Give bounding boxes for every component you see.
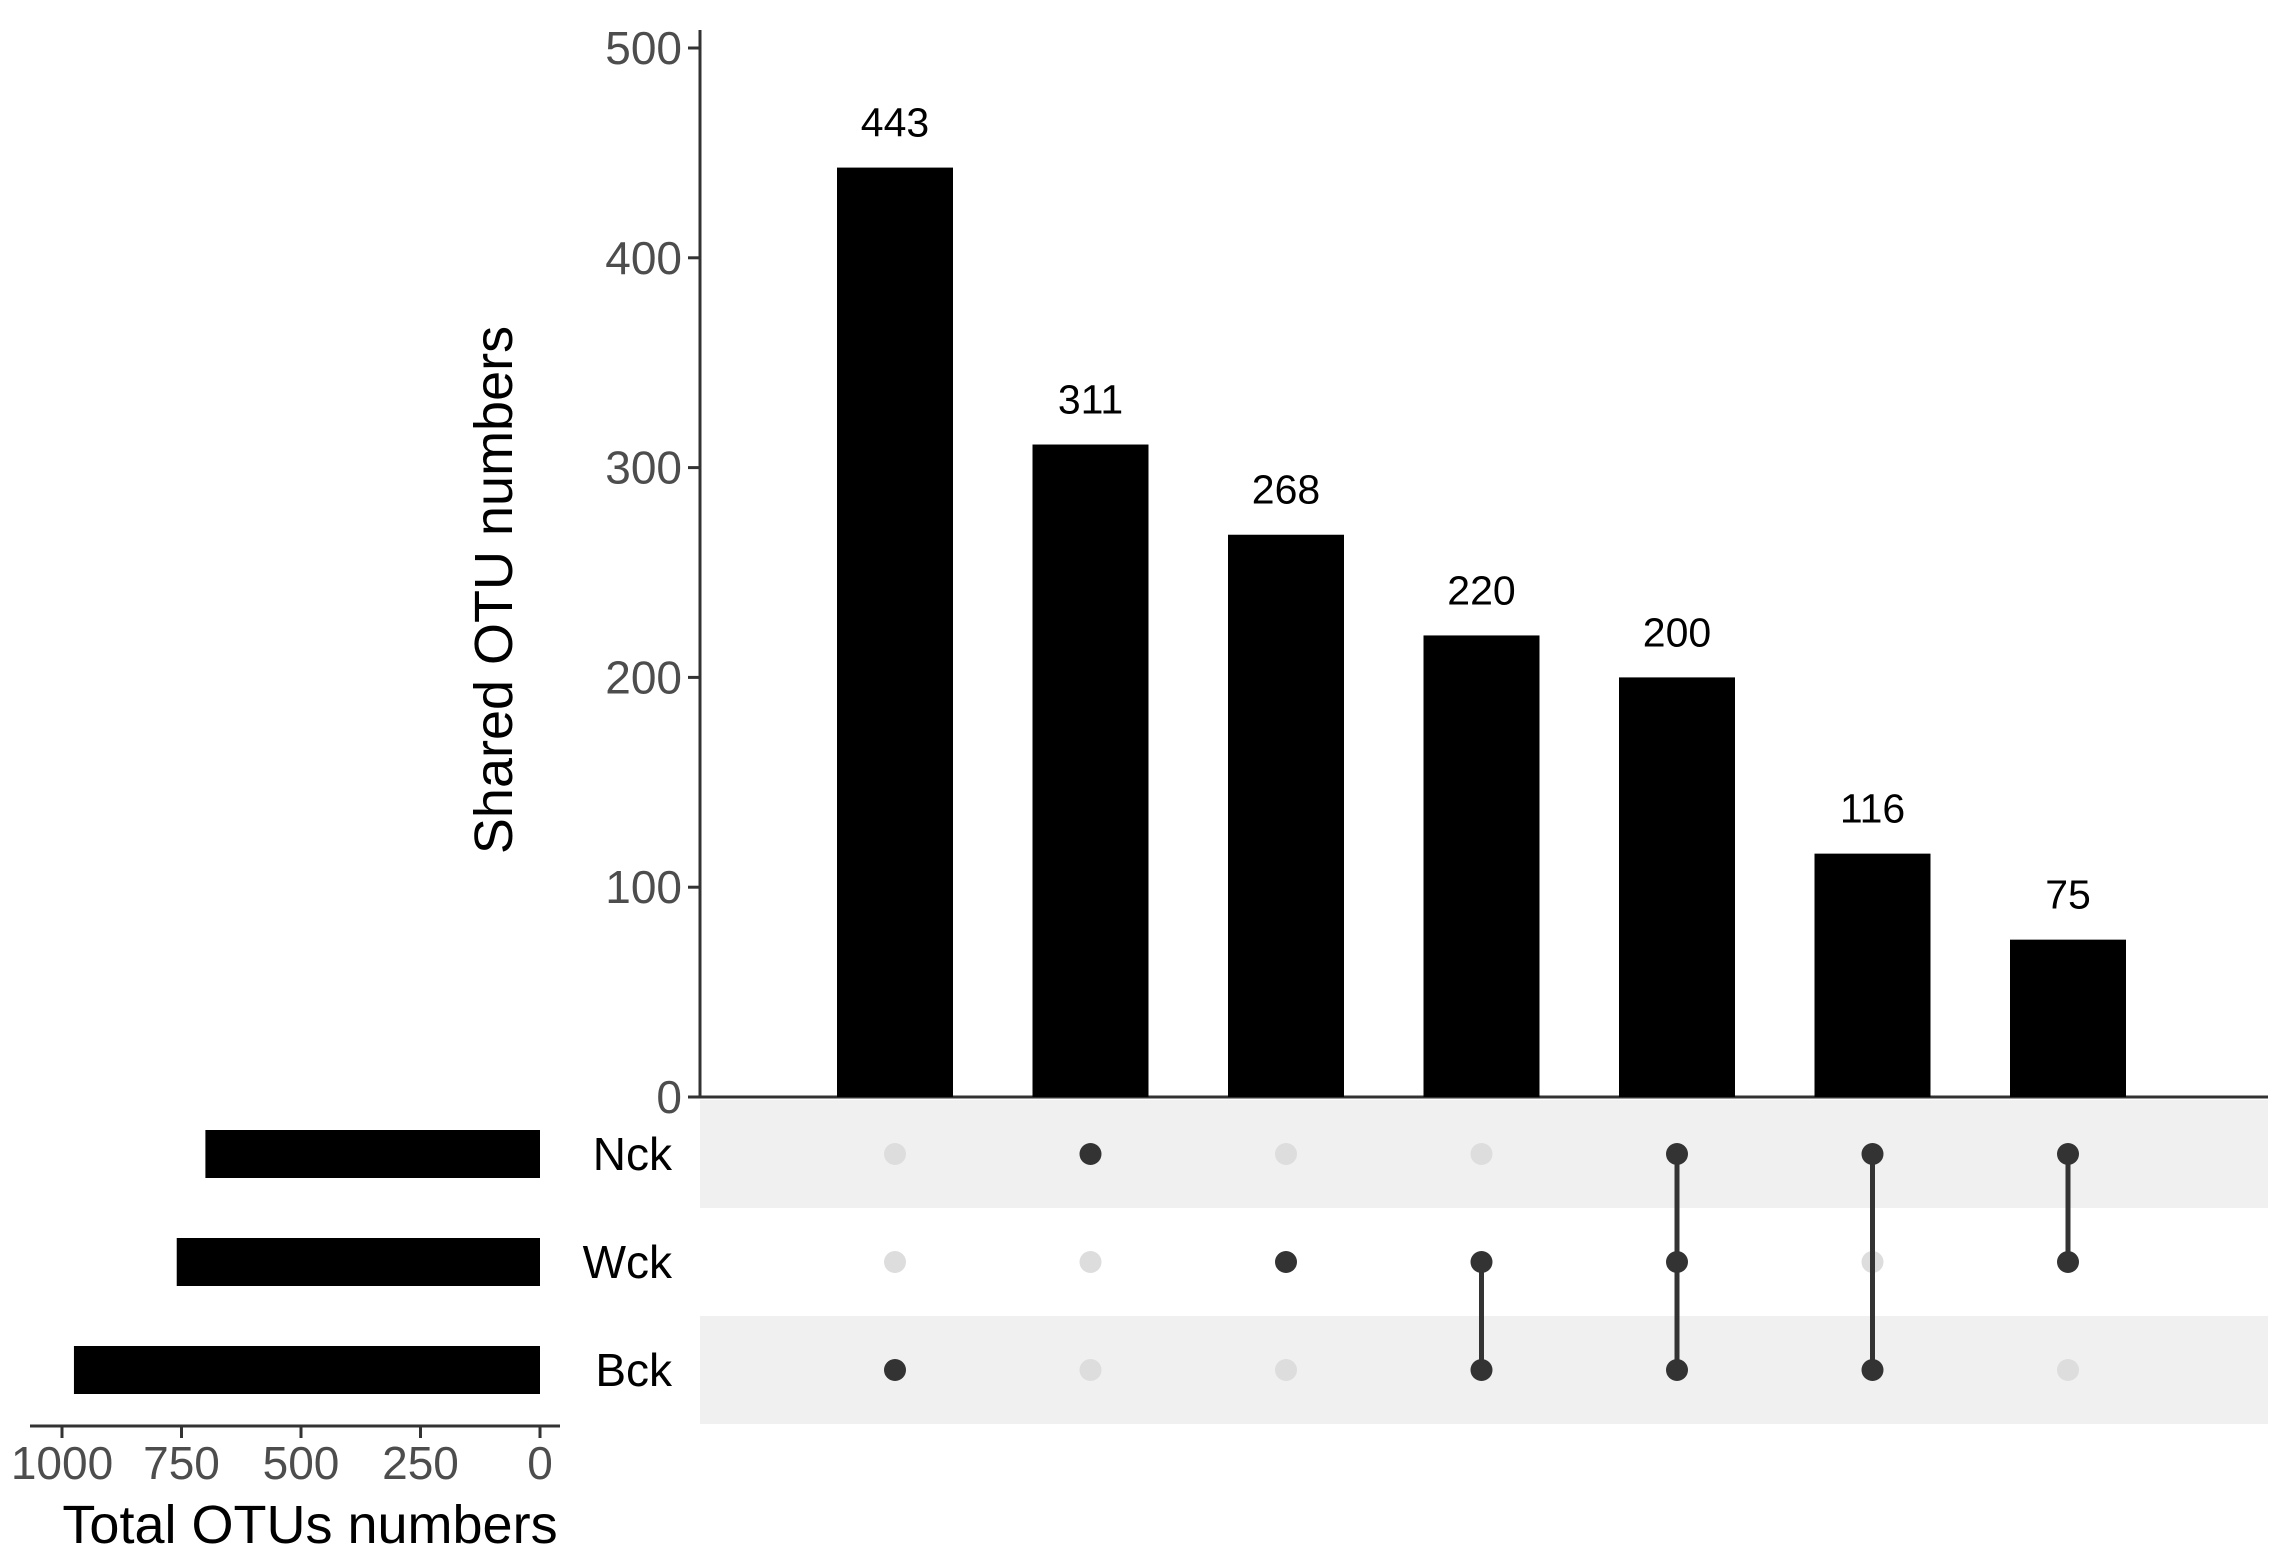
matrix-dot-active (2057, 1251, 2079, 1273)
y-tick-label: 0 (656, 1071, 682, 1123)
y-tick-label: 500 (605, 22, 682, 74)
intersection-bar (837, 167, 953, 1097)
matrix-dot-inactive (1470, 1143, 1493, 1165)
set-size-bar (176, 1238, 540, 1286)
bar-value-label: 311 (1058, 377, 1123, 423)
y-tick-label: 200 (605, 651, 682, 703)
set-label: Wck (583, 1236, 673, 1288)
matrix-dot-inactive (1079, 1251, 1102, 1273)
bar-value-label: 220 (1447, 567, 1515, 613)
bar-value-label: 268 (1252, 467, 1320, 513)
matrix-dot-inactive (1079, 1359, 1102, 1381)
bar-value-label: 116 (1840, 786, 1905, 832)
bar-value-label: 200 (1643, 609, 1711, 655)
set-size-axis-title: Total OTUs numbers (62, 1495, 557, 1555)
y-axis-title: Shared OTU numbers (464, 326, 524, 854)
matrix-dot-inactive (884, 1143, 906, 1165)
matrix-dot-inactive (1275, 1359, 1297, 1381)
set-label: Nck (593, 1128, 673, 1180)
matrix-dot-active (1666, 1251, 1688, 1273)
matrix-dot-active (1079, 1143, 1102, 1165)
bar-value-label: 443 (861, 100, 929, 146)
matrix-dot-active (1666, 1143, 1688, 1165)
intersection-bar (1814, 853, 1931, 1097)
intersection-bar (1619, 677, 1735, 1097)
matrix-dot-active (1470, 1359, 1493, 1381)
y-tick-label: 300 (605, 442, 682, 494)
set-size-bar (73, 1346, 540, 1394)
set-size-tick-label: 750 (143, 1437, 220, 1489)
matrix-dot-active (884, 1359, 906, 1381)
matrix-dot-inactive (1275, 1143, 1297, 1165)
matrix-dot-inactive (2057, 1359, 2079, 1381)
intersection-bar (2010, 939, 2126, 1097)
set-size-tick-label: 500 (263, 1437, 340, 1489)
matrix-dot-inactive (884, 1251, 906, 1273)
matrix-dot-active (1275, 1251, 1297, 1273)
set-label: Bck (595, 1344, 673, 1396)
matrix-dot-active (1861, 1143, 1884, 1165)
intersection-bar (1423, 635, 1540, 1097)
matrix-dot-active (1470, 1251, 1493, 1273)
set-size-tick-label: 250 (382, 1437, 459, 1489)
y-tick-label: 400 (605, 232, 682, 284)
bar-value-label: 75 (2045, 872, 2091, 918)
set-size-tick-label: 1000 (11, 1437, 113, 1489)
intersection-bar (1032, 444, 1149, 1098)
set-size-tick-label: 0 (527, 1437, 553, 1489)
matrix-dot-active (2057, 1143, 2079, 1165)
matrix-dot-active (1861, 1359, 1884, 1381)
set-size-bar (205, 1130, 540, 1178)
intersection-bar (1228, 534, 1344, 1097)
y-tick-label: 100 (605, 861, 682, 913)
matrix-dot-active (1666, 1359, 1688, 1381)
